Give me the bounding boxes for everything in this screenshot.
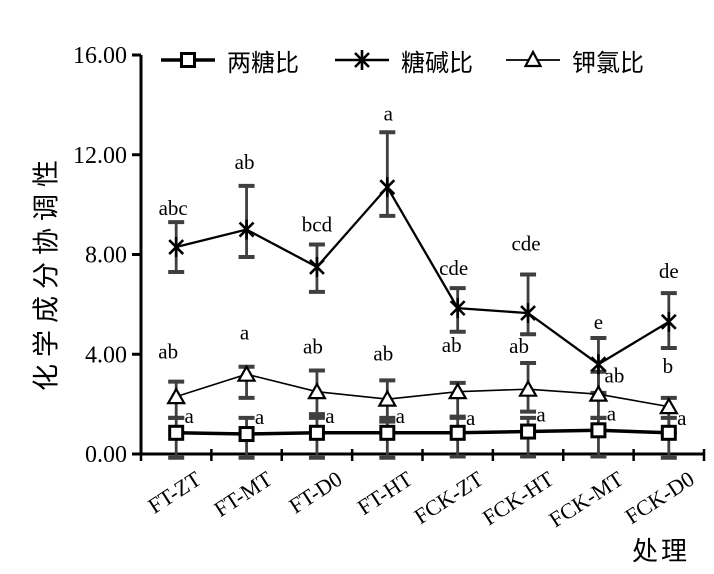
square-marker bbox=[590, 422, 607, 439]
sig-letter: bcd bbox=[302, 213, 333, 237]
sig-letter: ab bbox=[442, 333, 462, 357]
sig-letter: a bbox=[396, 404, 406, 428]
sig-letter: ab bbox=[303, 334, 323, 358]
sig-letter: a bbox=[325, 404, 335, 428]
sig-letter: ab bbox=[509, 334, 529, 358]
sig-letter: a bbox=[677, 406, 687, 430]
sig-letter: abc bbox=[159, 196, 188, 220]
y-tick-label: 8.00 bbox=[85, 243, 127, 269]
sig-letter: ab bbox=[235, 150, 255, 174]
triangle-marker bbox=[588, 384, 609, 402]
sig-letter: cde bbox=[439, 256, 468, 280]
sig-letter: a bbox=[536, 403, 546, 427]
square-marker bbox=[168, 424, 185, 441]
legend-item-tangjianbi: 糖碱比 bbox=[334, 44, 473, 77]
asterisk-marker bbox=[168, 239, 185, 255]
x-axis-title: 处理 bbox=[632, 537, 691, 566]
asterisk-marker bbox=[238, 221, 255, 238]
asterisk-marker bbox=[449, 300, 466, 317]
legend-item-jialvbi: 钾氯比 bbox=[505, 44, 644, 77]
asterisk-marker-icon bbox=[335, 50, 389, 70]
sig-letter: a bbox=[466, 406, 476, 430]
square-marker-icon bbox=[161, 52, 215, 68]
series-line bbox=[175, 373, 669, 408]
legend-label: 两糖比 bbox=[227, 50, 299, 77]
legend-label: 钾氯比 bbox=[572, 50, 644, 77]
asterisk-marker bbox=[590, 356, 607, 373]
triangle-marker bbox=[377, 389, 398, 407]
y-tick-label: 0.00 bbox=[85, 442, 127, 468]
sig-letter: e bbox=[594, 310, 603, 334]
asterisk-marker bbox=[379, 179, 396, 196]
square-marker bbox=[449, 424, 466, 441]
asterisk-marker bbox=[520, 305, 536, 322]
triangle-marker bbox=[307, 381, 327, 400]
y-axis-title: 化学成分协调性 bbox=[31, 153, 62, 391]
y-tick-label: 12.00 bbox=[73, 143, 127, 169]
sig-letter: a bbox=[384, 101, 394, 125]
sig-letter: de bbox=[659, 259, 679, 283]
legend-item-liangtangbi: 两糖比 bbox=[160, 44, 299, 77]
square-marker bbox=[238, 426, 255, 443]
y-tick-label: 4.00 bbox=[85, 342, 127, 368]
triangle-marker-icon bbox=[506, 49, 560, 68]
sig-letter: ab bbox=[158, 340, 178, 364]
sig-letter: a bbox=[255, 405, 265, 429]
sig-letter: a bbox=[607, 401, 617, 425]
asterisk-marker bbox=[660, 313, 677, 330]
triangle-marker bbox=[518, 379, 538, 397]
triangle-marker bbox=[166, 386, 187, 405]
square-marker bbox=[379, 424, 396, 441]
legend: 两糖比 糖碱比 钾氯比 bbox=[0, 44, 714, 77]
square-marker bbox=[520, 423, 537, 440]
sig-letter: b bbox=[663, 354, 674, 378]
square-marker bbox=[308, 424, 325, 441]
y-tick-label: 16.00 bbox=[73, 43, 127, 69]
sig-letter: cde bbox=[511, 231, 540, 255]
series-line bbox=[176, 428, 669, 436]
square-marker bbox=[660, 424, 677, 441]
axes bbox=[139, 55, 704, 456]
sig-letter: ab bbox=[373, 341, 393, 365]
sig-letter: ab bbox=[605, 364, 625, 388]
triangle-marker bbox=[658, 396, 679, 415]
sig-letter: a bbox=[240, 321, 250, 345]
triangle-marker bbox=[447, 381, 468, 400]
sig-letter: a bbox=[185, 404, 195, 428]
asterisk-marker bbox=[309, 259, 325, 275]
legend-label: 糖碱比 bbox=[401, 50, 473, 77]
triangle-marker bbox=[236, 364, 257, 382]
series-line bbox=[175, 185, 670, 366]
